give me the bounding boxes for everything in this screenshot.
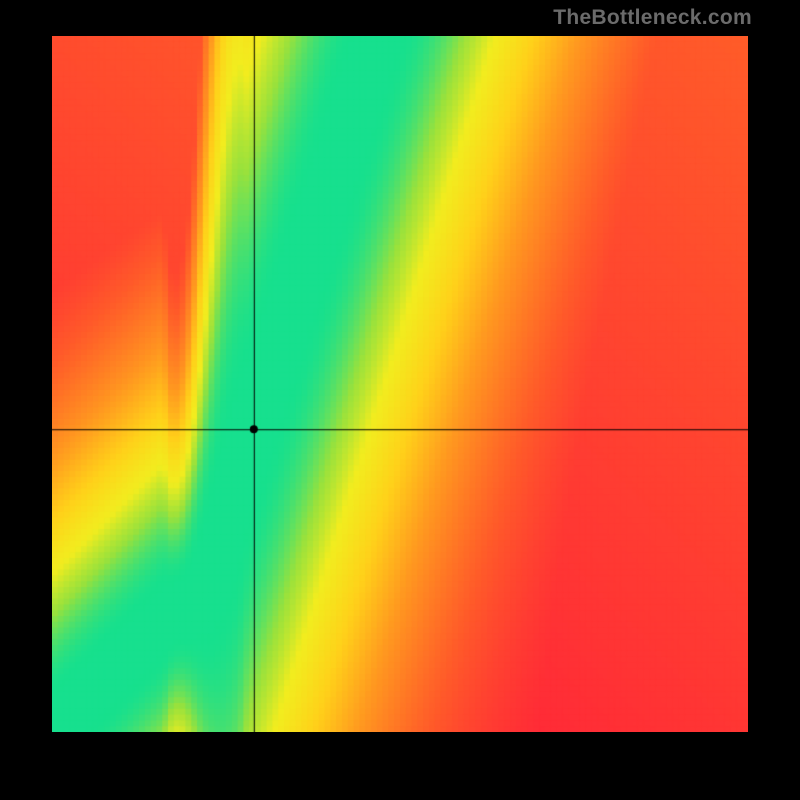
bottleneck-heatmap bbox=[52, 36, 748, 732]
watermark-text: TheBottleneck.com bbox=[553, 6, 752, 30]
chart-container: TheBottleneck.com bbox=[0, 0, 800, 800]
